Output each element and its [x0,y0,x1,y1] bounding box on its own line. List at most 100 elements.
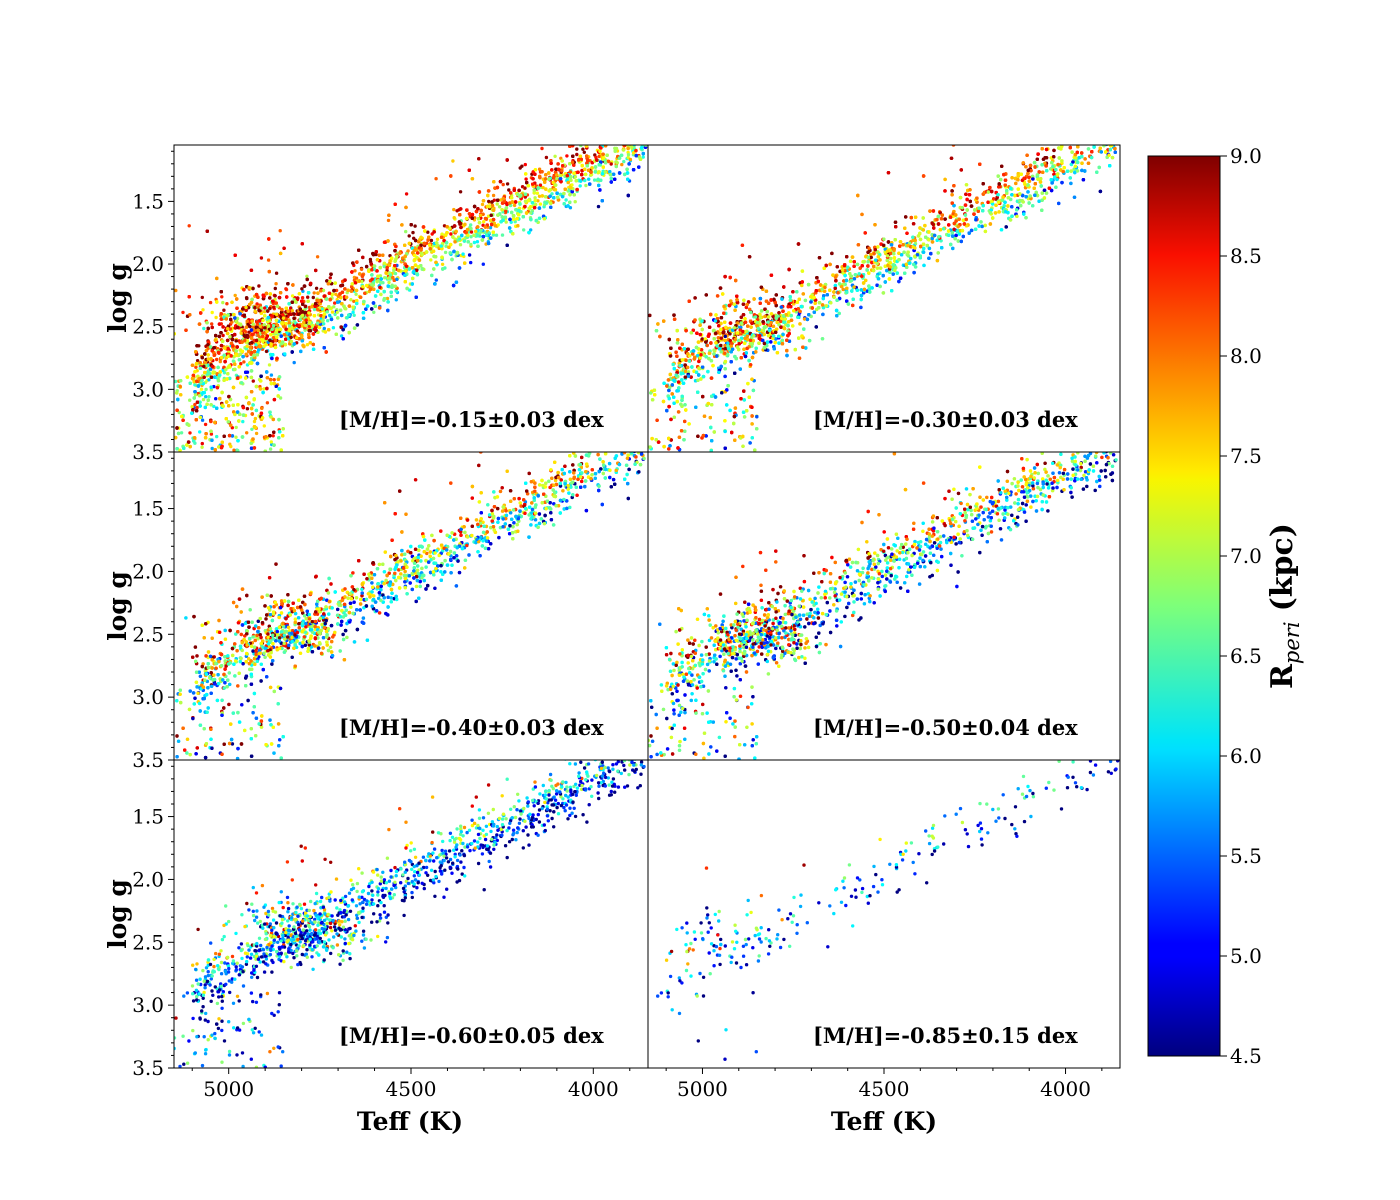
star-point [276,394,280,398]
panels-layer: 1.52.02.53.03.5[M/H]=-0.15±0.03 dex [M/H]… [132,144,1121,1101]
star-point [265,401,270,405]
star-point [388,254,392,258]
star-point [193,383,197,387]
star-point [311,342,315,347]
star-point [229,444,233,449]
star-point [190,405,194,409]
star-point [201,308,205,312]
star-point [312,307,317,312]
star-point [578,184,582,188]
star-point [529,228,533,232]
star-point [311,295,315,300]
star-point [194,365,198,369]
star-point [558,174,562,178]
star-point [247,330,251,334]
star-point [458,190,463,194]
star-point [208,300,213,305]
star-point [305,343,310,347]
star-point [287,302,291,306]
star-point [200,418,205,422]
star-point [231,403,235,407]
star-point [221,333,225,338]
star-point [330,293,334,297]
star-point [481,262,485,266]
star-point [558,192,563,197]
star-point [239,362,243,366]
star-point [442,239,446,243]
star-point [220,295,224,299]
star-point [514,208,518,212]
star-point [619,153,624,157]
star-point [444,244,448,248]
star-point [215,385,220,390]
star-point [200,295,204,300]
star-point [221,300,225,305]
star-point [641,155,645,159]
star-point [501,182,505,187]
star-point [209,432,214,436]
star-point [385,296,390,301]
star-point [451,159,455,163]
star-point [234,435,238,439]
star-point [278,229,282,233]
star-point [355,323,360,327]
star-point [575,152,579,157]
star-point [312,291,316,295]
star-point [269,373,274,377]
star-point [440,262,445,266]
star-point [219,348,223,352]
star-point [209,385,213,389]
star-point [257,306,261,310]
star-point [497,205,502,209]
panel-1: 1.52.02.53.03.5[M/H]=-0.15±0.03 dex [132,144,649,464]
star-point [549,205,553,209]
star-point [266,258,271,262]
star-point [469,223,473,227]
star-point [328,313,332,318]
star-point [429,258,433,262]
star-point [373,294,378,298]
star-point [443,250,448,255]
star-point [461,252,465,256]
star-point [232,448,236,452]
star-point [372,310,376,314]
star-point [285,295,289,299]
star-point [491,233,496,237]
star-point [274,282,278,286]
star-point [214,297,218,302]
star-point [407,234,411,238]
star-point [257,284,261,288]
star-point [330,310,335,314]
star-point [458,243,463,247]
star-point [524,177,528,181]
star-point [426,230,430,234]
star-point [210,446,214,451]
star-point [429,238,434,243]
star-point [239,381,244,385]
star-point [187,295,191,299]
star-point [278,291,283,295]
star-point [343,307,348,311]
star-point [315,255,320,259]
star-point [290,309,294,313]
star-point [482,220,486,224]
star-point [201,397,206,402]
star-point [184,328,188,332]
star-point [354,276,359,280]
star-point [412,236,416,240]
star-point [488,226,493,230]
star-point [333,312,337,317]
star-point [207,395,211,399]
star-point [252,419,257,424]
star-point [581,147,585,151]
star-point [245,431,249,435]
star-point [487,199,491,204]
star-point [322,326,326,331]
star-point [575,147,579,151]
star-point [548,194,552,198]
star-point [359,267,364,271]
star-point [241,419,245,424]
star-point [335,310,339,314]
star-point [394,298,398,302]
star-point [538,183,543,187]
